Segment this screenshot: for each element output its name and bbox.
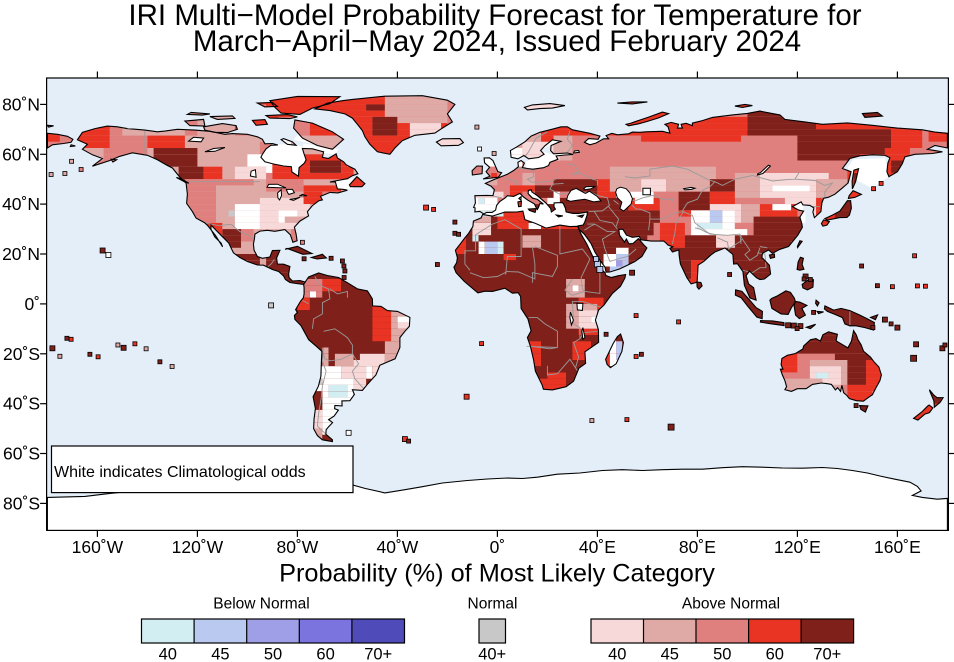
svg-text:50: 50	[713, 646, 731, 662]
svg-text:70+: 70+	[364, 646, 392, 662]
svg-text:20˚N: 20˚N	[2, 244, 40, 264]
svg-text:40˚S: 40˚S	[3, 394, 40, 414]
svg-text:Normal: Normal	[468, 596, 518, 613]
svg-text:White indicates Climatological: White indicates Climatological odds	[54, 464, 306, 481]
svg-text:0˚: 0˚	[24, 294, 40, 314]
svg-text:40˚E: 40˚E	[579, 537, 616, 557]
svg-text:45: 45	[211, 646, 229, 662]
svg-text:80˚S: 80˚S	[3, 493, 40, 513]
svg-text:Above Normal: Above Normal	[682, 596, 780, 613]
svg-text:80˚E: 80˚E	[679, 537, 716, 557]
svg-text:0˚: 0˚	[490, 537, 506, 557]
svg-text:60˚N: 60˚N	[2, 144, 40, 164]
svg-text:160˚W: 160˚W	[72, 537, 124, 557]
svg-text:70+: 70+	[813, 646, 841, 662]
svg-text:40: 40	[608, 646, 626, 662]
svg-text:Probability (%) of Most Likely: Probability (%) of Most Likely Category	[279, 560, 715, 588]
svg-text:60: 60	[316, 646, 334, 662]
svg-text:40+: 40+	[478, 646, 506, 662]
svg-text:March−April−May 2024, Issued F: March−April−May 2024, Issued February 20…	[193, 25, 801, 58]
svg-text:60˚S: 60˚S	[3, 444, 40, 464]
svg-text:120˚W: 120˚W	[172, 537, 224, 557]
svg-text:160˚E: 160˚E	[874, 537, 921, 557]
svg-text:60: 60	[766, 646, 784, 662]
svg-text:40˚N: 40˚N	[2, 194, 40, 214]
svg-text:80˚N: 80˚N	[2, 94, 40, 114]
svg-text:80˚W: 80˚W	[276, 537, 318, 557]
svg-text:50: 50	[264, 646, 282, 662]
svg-text:Below Normal: Below Normal	[213, 596, 309, 613]
svg-text:45: 45	[661, 646, 679, 662]
svg-text:IRI Multi−Model Probability Fo: IRI Multi−Model Probability Forecast for…	[128, 0, 861, 32]
svg-text:120˚E: 120˚E	[774, 537, 821, 557]
svg-text:40˚W: 40˚W	[376, 537, 418, 557]
svg-text:40: 40	[159, 646, 177, 662]
svg-text:20˚S: 20˚S	[3, 344, 40, 364]
